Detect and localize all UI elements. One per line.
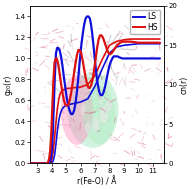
Ellipse shape [106,99,112,112]
Ellipse shape [85,121,91,134]
Ellipse shape [83,86,115,144]
X-axis label: r(Fe-O) / Å: r(Fe-O) / Å [77,176,117,186]
Ellipse shape [100,106,108,124]
Ellipse shape [98,95,103,105]
Y-axis label: g₂₀(r): g₂₀(r) [3,74,12,95]
Ellipse shape [61,75,93,145]
Legend: LS, HS: LS, HS [131,10,161,34]
Ellipse shape [67,72,118,148]
Ellipse shape [80,104,86,116]
Y-axis label: cn(r): cn(r) [180,76,189,94]
Ellipse shape [92,117,100,132]
